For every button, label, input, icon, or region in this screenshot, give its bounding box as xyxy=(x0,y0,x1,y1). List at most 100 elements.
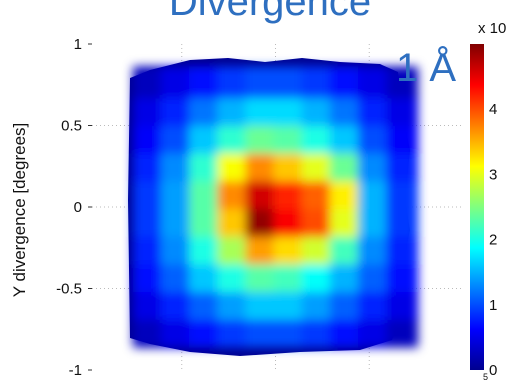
heatmap-cell xyxy=(245,121,278,154)
heatmap-cell xyxy=(357,149,390,182)
heatmap-cell xyxy=(301,94,334,126)
heatmap-cell xyxy=(245,177,278,209)
heatmap-cell xyxy=(161,177,194,209)
heatmap-cell xyxy=(245,149,278,182)
y-axis-ticks: 1 0.5 0 -0.5 -1 xyxy=(56,36,92,379)
heatmap-cell xyxy=(357,260,390,293)
heatmap-cell xyxy=(161,121,194,154)
heatmap-cell xyxy=(132,260,165,293)
heatmap-cell xyxy=(273,177,306,209)
heatmap-cell xyxy=(357,315,390,348)
heatmap-cell xyxy=(357,66,390,99)
heatmap-cell xyxy=(273,66,306,99)
heatmap-cell xyxy=(189,149,222,182)
chart-title: Divergence xyxy=(168,0,372,24)
heatmap-cell xyxy=(132,121,165,154)
heatmap-cell xyxy=(301,177,334,209)
heatmap-cell xyxy=(357,121,390,154)
heatmap-cell xyxy=(329,315,362,348)
heatmap-cell xyxy=(189,177,222,209)
heatmap-cell xyxy=(217,205,250,237)
heatmap-cell xyxy=(245,205,278,237)
heatmap-cell xyxy=(217,288,250,320)
heatmap-cell xyxy=(132,66,165,99)
heatmap-cell xyxy=(329,260,362,293)
y-tick-label: -0.5 xyxy=(56,281,82,298)
colorbar-ticks: 0 1 2 3 4 xyxy=(489,101,497,379)
heatmap-cell xyxy=(329,94,362,126)
heatmap-cell xyxy=(189,232,222,265)
heatmap-cells xyxy=(132,66,419,348)
colorbar-exponent-label: x 10 xyxy=(478,20,507,37)
heatmap-cell xyxy=(189,288,222,320)
heatmap-cell xyxy=(273,260,306,293)
heatmap-cell xyxy=(189,205,222,237)
heatmap-cell xyxy=(386,315,419,348)
heatmap-cell xyxy=(245,94,278,126)
y-tick-label: -1 xyxy=(69,362,82,379)
heatmap-cell xyxy=(386,94,419,126)
heatmap-cell xyxy=(357,205,390,237)
heatmap-cell xyxy=(273,288,306,320)
heatmap-cell xyxy=(245,66,278,99)
heatmap-cell xyxy=(273,149,306,182)
heatmap-cell xyxy=(217,66,250,99)
heatmap-cell xyxy=(273,315,306,348)
heatmap-cell xyxy=(357,288,390,320)
heatmap-cell xyxy=(217,94,250,126)
heatmap-cell xyxy=(329,149,362,182)
heatmap-cell xyxy=(386,121,419,154)
heatmap-cell xyxy=(189,315,222,348)
heatmap-cell xyxy=(161,205,194,237)
heatmap-cell xyxy=(301,288,334,320)
heatmap-cell xyxy=(386,66,419,99)
colorbar-tick-label: 2 xyxy=(489,232,497,249)
heatmap-cell xyxy=(217,232,250,265)
heatmap-cell xyxy=(357,94,390,126)
y-tick-label: 0.5 xyxy=(61,118,82,135)
colorbar-stub-label: 5 xyxy=(483,372,489,382)
heatmap-cell xyxy=(357,177,390,209)
heatmap-cell xyxy=(301,232,334,265)
heatmap-cell xyxy=(217,149,250,182)
heatmap-cell xyxy=(161,232,194,265)
heatmap-cell xyxy=(161,288,194,320)
heatmap-cell xyxy=(217,260,250,293)
heatmap-cell xyxy=(386,205,419,237)
heatmap-cell xyxy=(273,94,306,126)
colorbar-tick-label: 4 xyxy=(489,101,497,118)
heatmap-cell xyxy=(386,288,419,320)
heatmap-cell xyxy=(161,149,194,182)
heatmap-cell xyxy=(189,260,222,293)
heatmap-cell xyxy=(161,94,194,126)
heatmap-cell xyxy=(245,232,278,265)
heatmap-cell xyxy=(132,288,165,320)
heatmap-cell xyxy=(132,315,165,348)
heatmap-cell xyxy=(329,66,362,99)
heatmap-cell xyxy=(386,232,419,265)
heatmap-cell xyxy=(273,232,306,265)
y-tick-label: 0 xyxy=(74,199,82,216)
heatmap-cell xyxy=(161,260,194,293)
heatmap-cell xyxy=(132,94,165,126)
heatmap-cell xyxy=(386,260,419,293)
heatmap-cell xyxy=(217,315,250,348)
heatmap-cell xyxy=(329,232,362,265)
heatmap-cell xyxy=(301,260,334,293)
heatmap-cell xyxy=(301,205,334,237)
heatmap-cell xyxy=(189,94,222,126)
heatmap-cell xyxy=(357,232,390,265)
heatmap-cell xyxy=(189,66,222,99)
heatmap-cell xyxy=(161,66,194,99)
heatmap-cell xyxy=(301,66,334,99)
heatmap-cell xyxy=(217,121,250,154)
heatmap-cell xyxy=(301,149,334,182)
heatmap-cell xyxy=(329,177,362,209)
heatmap-cell xyxy=(245,288,278,320)
heatmap-cell xyxy=(132,149,165,182)
heatmap-cell xyxy=(132,205,165,237)
colorbar-tick-label: 3 xyxy=(489,166,497,183)
heatmap-cell xyxy=(273,121,306,154)
heatmap-cell xyxy=(161,315,194,348)
